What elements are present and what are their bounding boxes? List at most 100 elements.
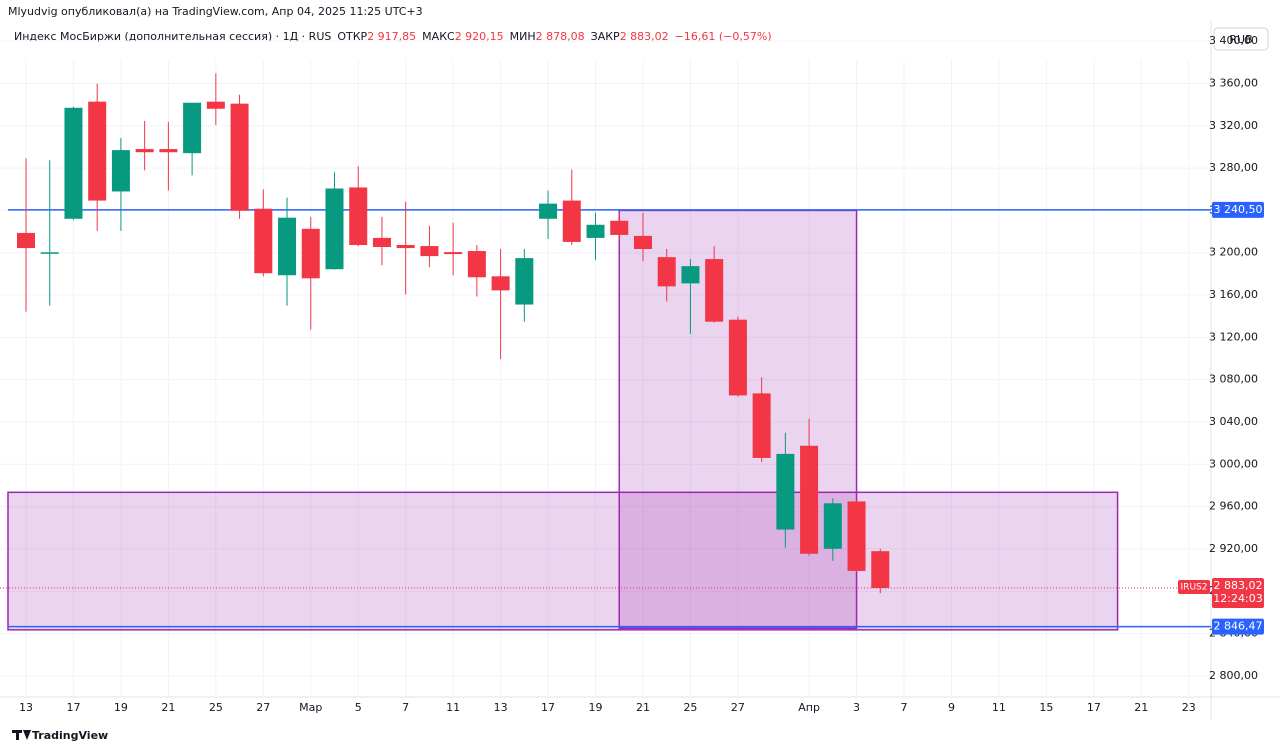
y-tick-label: 3 200,00 [1209, 246, 1258, 259]
x-tick-label: 17 [66, 701, 80, 714]
x-tick-label: 21 [636, 701, 650, 714]
candle-body [752, 393, 771, 458]
legend-text: МИН [510, 30, 536, 43]
x-tick-label: 19 [114, 701, 128, 714]
x-tick-label: 27 [731, 701, 745, 714]
price-badge [1212, 578, 1264, 609]
x-tick-label: 3 [853, 701, 860, 714]
y-tick-label: 2 800,00 [1209, 669, 1258, 682]
price-badge [1212, 618, 1264, 635]
y-tick-label: 3 000,00 [1209, 457, 1258, 470]
x-tick-label: 5 [355, 701, 362, 714]
candle-body [776, 453, 795, 530]
candle-body [515, 258, 534, 305]
legend-text: ЗАКР [591, 30, 620, 43]
y-tick-label: 2 960,00 [1209, 500, 1258, 513]
y-tick-label: 3 320,00 [1209, 119, 1258, 132]
candle-body [396, 244, 415, 249]
candle-body [301, 228, 320, 279]
symbol-badge-label: IRUS2 [1181, 583, 1208, 593]
x-tick-label: 19 [589, 701, 603, 714]
candle-body [444, 252, 463, 255]
candle-body [349, 187, 368, 245]
candle-body [562, 200, 581, 242]
candle-body [88, 101, 107, 201]
legend-text: 2 878,08 [536, 30, 585, 43]
candle-body [681, 266, 700, 284]
candle-body [800, 445, 819, 554]
byline: Mlyudvig опубликовал(а) на TradingView.c… [8, 5, 423, 18]
x-tick-label: 17 [541, 701, 555, 714]
candle-body [705, 259, 724, 322]
legend-text: −16,61 (−0,57%) [675, 30, 772, 43]
logo [12, 730, 31, 740]
x-tick-label: 11 [992, 701, 1006, 714]
symbol-badge [1178, 580, 1210, 595]
y-tick-label: 3 040,00 [1209, 415, 1258, 428]
x-tick-label: 7 [402, 701, 409, 714]
candle-body [325, 188, 344, 270]
candle-body [183, 102, 202, 154]
price-badge-label: 2 883,02 [1214, 579, 1263, 592]
currency-button[interactable] [1213, 27, 1269, 51]
x-tick-label: 25 [683, 701, 697, 714]
x-tick-label: 21 [161, 701, 175, 714]
candle-body [206, 101, 225, 109]
x-tick-label: 21 [1134, 701, 1148, 714]
candle-body [278, 217, 297, 276]
candle-body [728, 319, 747, 396]
x-tick-label: 17 [1087, 701, 1101, 714]
candle-body [254, 208, 273, 274]
legend-text: МАКС [422, 30, 455, 43]
zone [7, 491, 1119, 631]
price-badge-label: 2 846,47 [1214, 620, 1263, 633]
candle-body [17, 232, 35, 249]
x-tick-label: 25 [209, 701, 223, 714]
y-tick-label: 2 920,00 [1209, 542, 1258, 555]
x-tick-label: 7 [901, 701, 908, 714]
candle-body [847, 501, 866, 571]
x-tick-label: 13 [494, 701, 508, 714]
candle-body [633, 235, 652, 250]
x-tick-label: 15 [1039, 701, 1053, 714]
candle-body [467, 251, 486, 278]
legend-text: Индекс МосБиржи (дополнительная сессия) … [14, 30, 331, 43]
candle-body [871, 551, 890, 589]
candle-body [159, 149, 178, 153]
candle-body [586, 224, 605, 238]
x-tick-label: Апр [798, 701, 820, 714]
x-tick-label: 11 [446, 701, 460, 714]
price-badge-label: 3 240,50 [1214, 203, 1263, 216]
price-badge [1212, 201, 1264, 218]
y-tick-label: 3 080,00 [1209, 373, 1258, 386]
candle-body [420, 246, 439, 257]
x-tick-label: 23 [1182, 701, 1196, 714]
y-tick-label: 3 400,00 [1209, 34, 1258, 47]
x-tick-label: 13 [19, 701, 33, 714]
y-tick-label: 3 160,00 [1209, 288, 1258, 301]
legend: Индекс МосБиржи (дополнительная сессия) … [14, 30, 772, 43]
candle-body [539, 203, 558, 219]
candle-body [823, 503, 842, 549]
candle-body [111, 150, 130, 192]
candle-body [372, 237, 391, 248]
legend-text: 2 883,02 [620, 30, 669, 43]
legend-text: 2 917,85 [367, 30, 416, 43]
candle-body [491, 276, 510, 291]
candle-body [135, 149, 154, 153]
candle-body [40, 252, 59, 254]
currency[interactable]: RUB [1229, 33, 1252, 46]
y-tick-label: 3 360,00 [1209, 76, 1258, 89]
y-tick-label: 3 280,00 [1209, 161, 1258, 174]
x-tick-label: 27 [256, 701, 270, 714]
x-tick-label: Мар [299, 701, 322, 714]
candle-body [64, 107, 83, 219]
legend-text: ОТКР [337, 30, 367, 43]
candle-body [610, 220, 629, 235]
y-tick-label: 3 120,00 [1209, 330, 1258, 343]
legend-text: 2 920,15 [455, 30, 504, 43]
zone [618, 209, 858, 629]
plot [0, 40, 1211, 697]
x-tick-label: 9 [948, 701, 955, 714]
